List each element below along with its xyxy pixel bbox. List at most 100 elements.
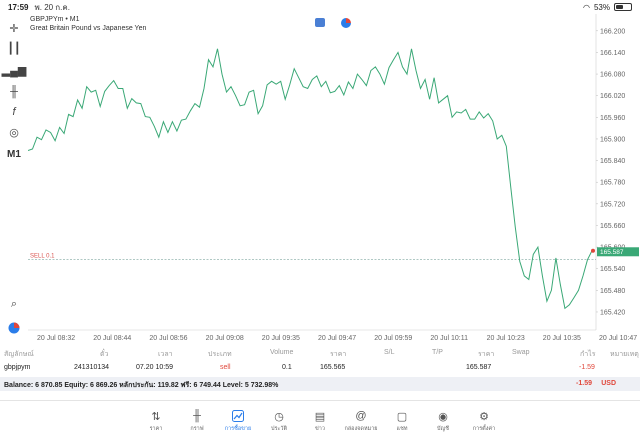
header-type: ประเภท <box>208 351 232 358</box>
header-sl: S/L <box>384 349 395 356</box>
y-tick-label: 166.200 <box>600 28 625 35</box>
status-date: พ. 20 ก.ค. <box>34 2 70 12</box>
header-profit: กำไร <box>580 351 596 358</box>
x-tick-label: 20 Jul 10:23 <box>487 335 525 342</box>
y-tick-label: 165.660 <box>600 223 625 230</box>
symbol-label: GBPJPYm • M1 <box>30 16 80 23</box>
chart-canvas[interactable]: 166.200 166.140 166.080 166.020 165.960 165.9… <box>28 14 640 344</box>
sell-order-label: SELL 0.1 <box>30 254 55 260</box>
history-icon: ◷ <box>274 410 284 423</box>
table-row[interactable]: gbpjpym 241310134 07.20 10:59 sell 0.1 1… <box>0 361 640 375</box>
status-right: ◠ 53% <box>583 3 632 12</box>
x-tick-label: 20 Jul 10:47 <box>599 335 637 342</box>
tab-trade[interactable]: การซื้อขาย <box>218 401 259 447</box>
candlestick-icon[interactable]: ┃┃ <box>7 42 21 55</box>
tab-label: ข่าว <box>315 426 325 432</box>
tab-news[interactable]: ▤ ข่าว <box>300 401 341 447</box>
battery-icon <box>614 3 632 11</box>
y-tick-label: 165.840 <box>600 158 625 165</box>
header-volume: Volume <box>270 349 294 356</box>
chart-toolbar: ✛ ┃┃ ▂▄▆ ╫ f ◎ M1 ⌕ <box>0 14 28 344</box>
balance-bar: Balance: 6 870.85 Equity: 6 869.26 หลักป… <box>0 377 640 391</box>
timeframe-button[interactable]: M1 <box>7 148 21 160</box>
y-tick-label: 165.420 <box>600 309 625 316</box>
y-tick-label: 166.080 <box>600 72 625 79</box>
mailbox-icon: @ <box>355 410 367 422</box>
header-open-price: ราคา <box>330 351 347 358</box>
x-tick-label: 20 Jul 09:47 <box>318 335 356 342</box>
objects-icon[interactable]: ◎ <box>9 126 19 139</box>
trade-table-header: สัญลักษณ์ ตั๋ว เวลา ประเภท Volume ราคา S… <box>0 346 640 360</box>
current-price-value: 165.587 <box>600 249 624 256</box>
tab-mailbox[interactable]: @ กล่องจดหมาย <box>341 401 382 447</box>
bar-chart-icon[interactable]: ▂▄▆ <box>1 64 27 77</box>
profit-currency: USD <box>601 380 616 387</box>
row-time: 07.20 10:59 <box>136 364 173 371</box>
header-symbol: สัญลักษณ์ <box>4 351 34 358</box>
status-bar: 17:59 พ. 20 ก.ค. ◠ 53% <box>0 0 640 14</box>
quotes-icon: ⇅ <box>151 410 161 423</box>
bottom-navigation: ⇅ ราคา ╫ กราฟ การซื้อขาย ◷ ประวัติ ▤ ข่า… <box>0 400 640 447</box>
row-price: 165.587 <box>466 364 492 371</box>
x-tick-label: 20 Jul 10:35 <box>543 335 581 342</box>
row-ticket: 241310134 <box>74 364 110 371</box>
news-icon: ▤ <box>314 410 326 423</box>
header-swap: Swap <box>512 349 530 356</box>
market-watch-icon[interactable] <box>341 18 351 28</box>
y-tick-label: 166.020 <box>600 93 625 100</box>
y-tick-label: 165.720 <box>600 201 625 208</box>
function-icon[interactable]: f <box>12 106 16 118</box>
tab-label: กราฟ <box>190 426 204 432</box>
x-tick-label: 20 Jul 10:11 <box>430 335 468 342</box>
price-chart[interactable]: 166.200 166.140 166.080 166.020 165.960 165.9… <box>28 14 640 344</box>
tab-settings[interactable]: ⚙ การตั้งค่า <box>464 401 505 447</box>
y-tick-label: 165.480 <box>600 288 625 295</box>
trade-panel-icon[interactable] <box>6 320 22 336</box>
current-price-tag <box>597 247 639 257</box>
balance-text: Balance: 6 870.85 Equity: 6 869.26 หลักป… <box>4 382 279 389</box>
settings-icon: ⚙ <box>479 410 489 423</box>
header-tp: T/P <box>432 349 443 356</box>
symbol-description: Great Britain Pound vs Japanese Yen <box>30 25 147 32</box>
battery-percent: 53% <box>593 2 610 12</box>
tab-account[interactable]: ◉ บัญชี <box>423 401 464 447</box>
price-line <box>28 48 593 310</box>
trade-icon <box>231 409 245 423</box>
header-comment: หมายเหตุ <box>610 351 639 358</box>
x-tick-label: 20 Jul 08:56 <box>149 335 187 342</box>
tab-label: การตั้งค่า <box>472 426 496 432</box>
one-click-trading-icon[interactable] <box>315 18 325 27</box>
chat-icon: ▢ <box>396 410 408 423</box>
tab-label: ราคา <box>149 426 163 432</box>
x-tick-label: 20 Jul 08:44 <box>93 335 131 342</box>
y-tick-label: 165.780 <box>600 180 625 187</box>
header-price: ราคา <box>478 351 495 358</box>
chart-icon: ╫ <box>193 410 201 422</box>
account-icon: ◉ <box>438 410 448 423</box>
tab-chat[interactable]: ▢ แชท <box>382 401 423 447</box>
zoom-icon[interactable]: ⌕ <box>10 297 18 310</box>
tab-label: บัญชี <box>437 426 449 432</box>
tab-chart[interactable]: ╫ กราฟ <box>177 401 218 447</box>
y-tick-label: 165.540 <box>600 266 625 273</box>
total-profit: -1.59 <box>576 380 592 387</box>
y-tick-label: 165.960 <box>600 115 625 122</box>
row-type: sell <box>220 364 231 371</box>
crosshair-icon[interactable]: ✛ <box>9 22 19 35</box>
x-tick-label: 20 Jul 09:35 <box>262 335 300 342</box>
tab-history[interactable]: ◷ ประวัติ <box>259 401 300 447</box>
y-tick-label: 165.900 <box>600 136 625 143</box>
header-ticket: ตั๋ว <box>100 351 109 358</box>
x-tick-label: 20 Jul 08:32 <box>37 335 75 342</box>
wifi-icon: ◠ <box>583 2 590 12</box>
indicators-icon[interactable]: ╫ <box>10 86 18 98</box>
row-open-price: 165.565 <box>320 364 346 371</box>
tab-label: การซื้อขาย <box>224 426 252 432</box>
tab-quotes[interactable]: ⇅ ราคา <box>136 401 177 447</box>
last-price-dot <box>591 248 595 253</box>
header-time: เวลา <box>158 351 173 358</box>
x-tick-label: 20 Jul 09:59 <box>374 335 412 342</box>
row-profit: -1.59 <box>579 364 595 371</box>
x-tick-label: 20 Jul 09:08 <box>206 335 244 342</box>
row-symbol: gbpjpym <box>4 364 31 371</box>
